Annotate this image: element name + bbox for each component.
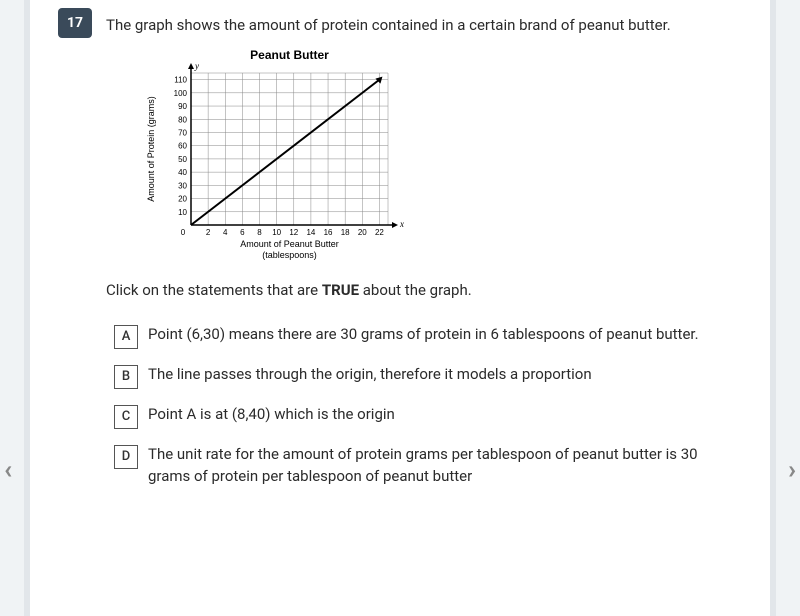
svg-text:20: 20 [358,228,367,237]
chart-container: Peanut Butteryx1020304050607080901001102… [136,45,742,269]
svg-text:2: 2 [206,228,211,237]
next-question-button[interactable]: › [788,455,796,485]
svg-text:10: 10 [272,228,281,237]
choice-letter-box: A [114,325,138,349]
svg-text:8: 8 [257,228,262,237]
instruction-prefix: Click on the statements that are [106,281,322,299]
svg-text:x: x [399,219,404,229]
instruction-bold: TRUE [322,281,359,299]
svg-text:60: 60 [178,141,187,150]
svg-text:y: y [194,61,199,71]
choice-text: The unit rate for the amount of protein … [148,443,742,488]
svg-text:80: 80 [178,115,187,124]
choice-d[interactable]: D The unit rate for the amount of protei… [114,443,742,488]
svg-text:20: 20 [178,194,187,203]
question-number-badge: 17 [58,8,92,38]
svg-text:12: 12 [289,228,298,237]
svg-text:Peanut Butter: Peanut Butter [250,48,329,62]
question-instruction: Click on the statements that are TRUE ab… [106,279,742,302]
svg-text:6: 6 [240,228,245,237]
instruction-suffix: about the graph. [359,281,472,299]
svg-text:(tablespoons): (tablespoons) [262,250,317,260]
choice-text: The line passes through the origin, ther… [148,363,742,386]
choice-letter-box: C [114,405,138,429]
svg-text:90: 90 [178,102,187,111]
choice-text: Point (6,30) means there are 30 grams of… [148,323,742,346]
chevron-left-icon: ‹ [4,455,12,485]
choice-c[interactable]: C Point A is at (8,40) which is the orig… [114,403,742,429]
answer-choices: A Point (6,30) means there are 30 grams … [114,323,742,488]
svg-text:10: 10 [178,207,187,216]
svg-text:110: 110 [174,75,187,84]
question-number: 17 [67,15,83,31]
choice-letter-box: D [114,445,138,469]
svg-text:70: 70 [178,128,187,137]
svg-text:Amount of Protein (grams): Amount of Protein (grams) [146,96,156,202]
svg-text:18: 18 [341,228,350,237]
choice-b[interactable]: B The line passes through the origin, th… [114,363,742,389]
question-prompt: The graph shows the amount of protein co… [106,14,742,37]
svg-text:4: 4 [223,228,228,237]
chevron-right-icon: › [788,455,796,485]
choice-a[interactable]: A Point (6,30) means there are 30 grams … [114,323,742,349]
svg-text:40: 40 [178,168,187,177]
svg-text:0: 0 [181,228,186,237]
svg-text:14: 14 [306,228,315,237]
choice-letter-box: B [114,365,138,389]
svg-text:100: 100 [174,88,188,97]
question-page: 17 The graph shows the amount of protein… [30,0,770,616]
prev-question-button[interactable]: ‹ [4,455,12,485]
svg-text:50: 50 [178,154,187,163]
question-content: The graph shows the amount of protein co… [106,8,742,488]
svg-text:16: 16 [324,228,333,237]
choice-text: Point A is at (8,40) which is the origin [148,403,742,426]
page-shadow-right [770,0,776,616]
svg-text:Amount of Peanut Butter: Amount of Peanut Butter [240,239,339,249]
svg-text:22: 22 [375,228,384,237]
peanut-butter-chart: Peanut Butteryx1020304050607080901001102… [136,45,406,265]
svg-text:30: 30 [178,181,187,190]
